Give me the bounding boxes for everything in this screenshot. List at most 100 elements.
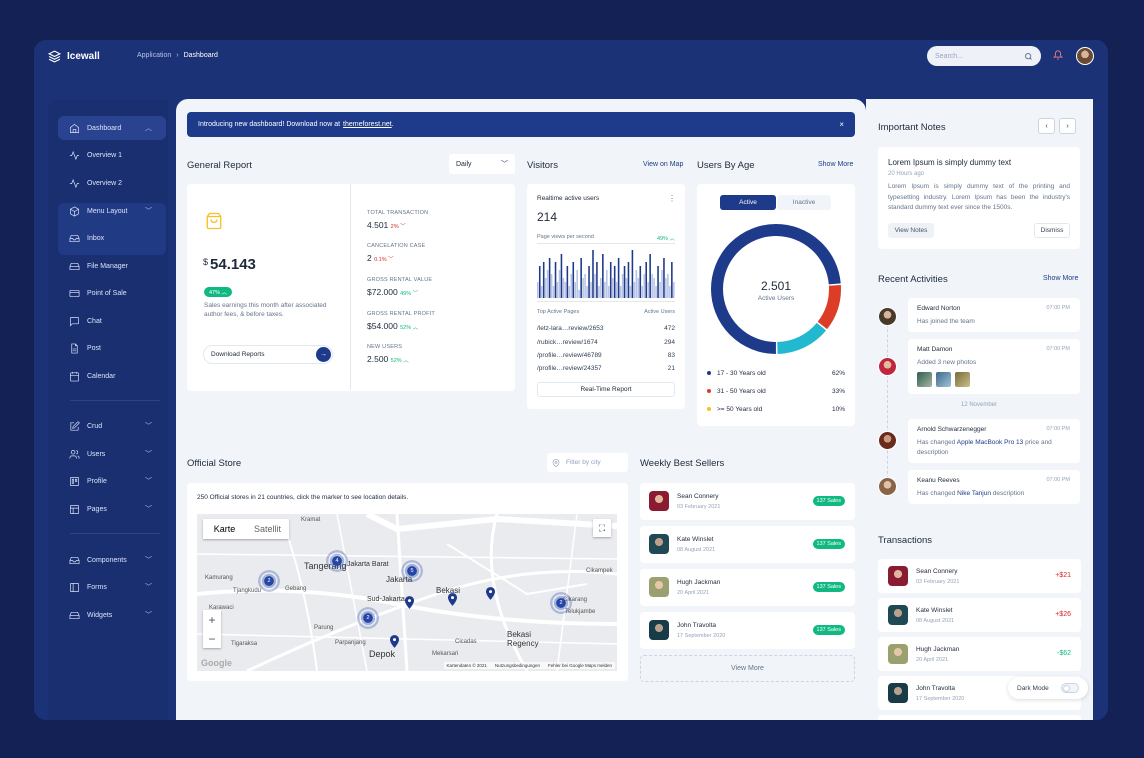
photo-thumbnail[interactable] (917, 372, 932, 387)
activity-link[interactable]: Nike Tanjun (957, 490, 991, 497)
activity-item[interactable]: Arnold Schwarzenegger 07:00 PM Has chang… (908, 419, 1080, 463)
transaction-item[interactable]: Sean Connery 03 February 2021 +$21 (878, 559, 1081, 593)
notes-next-button[interactable]: › (1059, 118, 1076, 134)
more-vertical-icon[interactable]: ⋮ (668, 194, 676, 203)
pageviews-bar (596, 262, 598, 298)
transaction-name: John Travolta (916, 685, 956, 692)
notes-prev-button[interactable]: ‹ (1038, 118, 1055, 134)
tab-active[interactable]: Active (720, 195, 776, 210)
sidebar-item-users[interactable]: Users ﹀ (58, 442, 166, 466)
close-icon[interactable]: × (839, 120, 844, 129)
breadcrumb-current[interactable]: Dashboard (183, 52, 218, 59)
map-tab-karte[interactable]: Karte (213, 524, 236, 534)
view-more-button[interactable]: View More (640, 655, 855, 682)
terms-link[interactable]: Nutzungsbedingungen (494, 663, 540, 668)
map-cluster-marker[interactable]: 5 (401, 560, 423, 582)
sidebar-item-forms[interactable]: Forms ﹀ (58, 575, 166, 599)
timeline-date-divider: 12 November (960, 402, 998, 408)
age-legend: 17 - 30 Years old 62% 31 - 50 Years old … (707, 370, 845, 413)
zoom-in-button[interactable]: + (208, 612, 216, 627)
stat-value: $72.000 (367, 287, 398, 297)
sidebar-item-overview-2[interactable]: Overview 2 (58, 171, 166, 195)
stat-change: 52% (390, 358, 402, 364)
search-icon[interactable] (1024, 52, 1033, 61)
activity-item[interactable]: Edward Norton 07:00 PM Has joined the te… (908, 298, 1080, 332)
transaction-item[interactable] (878, 715, 1081, 720)
map-pin-icon[interactable] (448, 593, 457, 606)
photo-thumbnail[interactable] (936, 372, 951, 387)
dismiss-button[interactable]: Dismiss (1034, 223, 1070, 238)
dark-mode-switch[interactable] (1061, 683, 1079, 693)
activity-item[interactable]: Matt Damon 07:00 PM Added 3 new photos (908, 339, 1080, 394)
photo-thumbnail[interactable] (955, 372, 970, 387)
fullscreen-icon[interactable]: ⛶ (593, 519, 611, 537)
sidebar-item-post[interactable]: Post (58, 336, 166, 360)
best-seller-item[interactable]: Sean Connery 03 February 2021 137 Sales (640, 483, 855, 520)
map-city-label: Cicadas (455, 639, 477, 645)
map-city-label: Sud-Jakarta (367, 596, 405, 603)
avatar (649, 620, 669, 640)
sidebar-item-overview-1[interactable]: Overview 1 (58, 143, 166, 167)
show-more-link[interactable]: Show More (818, 161, 854, 168)
sidebar-item-dashboard[interactable]: Dashboard ︿ (58, 116, 166, 140)
map-cluster-marker[interactable]: 2 (550, 592, 572, 614)
map-pin-icon[interactable] (390, 635, 399, 648)
transaction-item[interactable]: Hugh Jackman 20 April 2021 -$62 (878, 637, 1081, 671)
notification-bell-icon[interactable] (1053, 50, 1063, 60)
activity-text: Has changed (917, 439, 956, 446)
sidebar-item-file-manager[interactable]: File Manager (58, 254, 166, 278)
sidebar-item-menu-layout[interactable]: Menu Layout ﹀ (58, 199, 166, 223)
sidebar-item-inbox[interactable]: Inbox (58, 226, 166, 250)
transaction-item[interactable]: Kate Winslet 08 August 2021 +$26 (878, 598, 1081, 632)
page-path[interactable]: /rubick…review/1674 (537, 339, 598, 346)
show-more-link[interactable]: Show More (1043, 275, 1079, 282)
sidebar-item-profile[interactable]: Profile ﹀ (58, 469, 166, 493)
sidebar-item-pages[interactable]: Pages ﹀ (58, 497, 166, 521)
map-city-label: Gebang (285, 586, 307, 592)
zoom-out-button[interactable]: − (208, 631, 216, 646)
app-logo[interactable]: Icewall (48, 50, 100, 63)
map-cluster-marker[interactable]: 4 (326, 550, 348, 572)
view-on-map-link[interactable]: View on Map (643, 161, 684, 168)
page-path[interactable]: /profile…review/46789 (537, 352, 602, 359)
map-cluster-marker[interactable]: 2 (258, 570, 280, 592)
seller-date: 03 February 2021 (677, 504, 721, 510)
sidebar-item-components[interactable]: Components ﹀ (58, 548, 166, 572)
filter-city-input[interactable]: Filter by city (547, 453, 628, 472)
best-seller-item[interactable]: John Travolta 17 September 2020 137 Sale… (640, 612, 855, 649)
view-notes-button[interactable]: View Notes (888, 223, 934, 238)
sidebar-item-chat[interactable]: Chat (58, 309, 166, 333)
sidebar-item-label: File Manager (87, 262, 128, 270)
map-cluster-marker[interactable]: 2 (357, 607, 379, 629)
breadcrumb-root[interactable]: Application (137, 52, 172, 59)
activity-link[interactable]: Apple MacBook Pro 13 (956, 439, 1024, 446)
tab-inactive[interactable]: Inactive (777, 195, 831, 210)
attribution-text: Kartendaten © 2021 (446, 663, 487, 668)
map-pin-icon[interactable] (486, 587, 495, 600)
download-reports-button[interactable]: Download Reports → (203, 345, 333, 364)
sidebar: Dashboard ︿ Overview 1 Overview 2 Menu L… (48, 100, 168, 720)
user-avatar[interactable] (1076, 47, 1094, 65)
chevron-down-icon: ﹀ (411, 291, 419, 297)
map-pin-icon[interactable] (405, 596, 414, 609)
dark-mode-toggle[interactable]: Dark Mode (1008, 677, 1088, 699)
sidebar-item-widgets[interactable]: Widgets ﹀ (58, 603, 166, 627)
sidebar-item-calendar[interactable]: Calendar (58, 364, 166, 388)
realtime-report-button[interactable]: Real-Time Report (537, 382, 675, 397)
activity-item[interactable]: Keanu Reeves 07:00 PM Has changed Nike T… (908, 470, 1080, 504)
banner-link[interactable]: themeforest.net (343, 121, 392, 128)
best-seller-item[interactable]: Kate Winslet 08 August 2021 137 Sales (640, 526, 855, 563)
map-tab-satellit[interactable]: Satellit (253, 524, 281, 534)
activity-text: Has changed (917, 490, 956, 497)
best-seller-item[interactable]: Hugh Jackman 20 April 2021 137 Sales (640, 569, 855, 606)
page-path[interactable]: /profile…review/24357 (537, 365, 602, 372)
report-error-link[interactable]: Fehler bei Google Maps melden (547, 663, 612, 668)
sidebar-item-crud[interactable]: Crud ﹀ (58, 414, 166, 438)
page-path[interactable]: /letz-lara…review/2653 (537, 325, 604, 332)
store-map[interactable]: Kramat Tangerang Jakarta Barat Jakarta B… (197, 514, 617, 671)
sidebar-item-point-of-sale[interactable]: Point of Sale (58, 281, 166, 305)
period-select[interactable]: Daily ﹀ (449, 154, 515, 174)
page-users: 472 (664, 325, 675, 332)
credit-card-icon (68, 287, 80, 299)
search-input[interactable]: Search... (927, 46, 1041, 66)
